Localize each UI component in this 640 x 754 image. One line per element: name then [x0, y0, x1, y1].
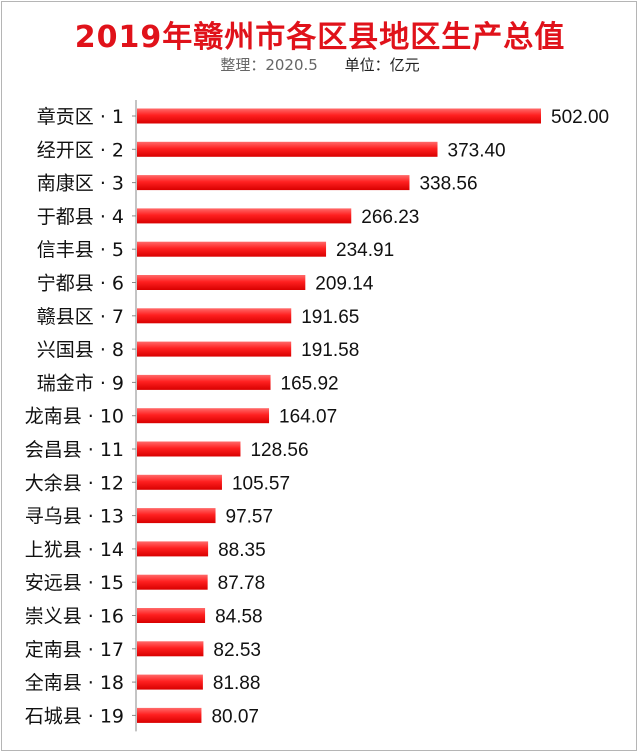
category-label: 赣县区 · 7 — [37, 306, 124, 328]
bar — [137, 541, 209, 557]
category-label: 崇义县 · 16 — [25, 606, 124, 628]
value-label: 234.91 — [336, 240, 394, 261]
category-label: 全南县 · 18 — [25, 672, 124, 694]
value-label: 338.56 — [419, 174, 477, 195]
bar — [137, 608, 206, 623]
category-label: 龙南县 · 10 — [25, 406, 124, 428]
value-label: 82.53 — [213, 640, 261, 661]
value-label: 88.35 — [218, 540, 266, 561]
category-label: 兴国县 · 8 — [37, 339, 124, 361]
value-label: 97.57 — [226, 507, 274, 528]
bar — [137, 508, 216, 524]
value-label: 105.57 — [232, 473, 290, 494]
category-label: 上犹县 · 14 — [25, 539, 124, 561]
bar — [137, 707, 202, 723]
bar — [137, 108, 541, 124]
chart-title: 2019年赣州市各区县地区生产总值 — [74, 20, 566, 55]
bar — [137, 208, 352, 224]
bar — [137, 408, 270, 424]
bar — [137, 141, 438, 157]
category-label: 安远县 · 15 — [25, 572, 124, 594]
value-label: 164.07 — [279, 407, 337, 428]
bar — [137, 574, 208, 590]
category-label: 定南县 · 17 — [25, 639, 124, 661]
category-label: 会昌县 · 11 — [25, 439, 124, 461]
bar — [137, 441, 241, 457]
bar — [137, 308, 292, 324]
category-label: 经开区 · 2 — [37, 139, 124, 161]
unit-label: 单位：亿元 — [344, 56, 420, 74]
category-label: 章贡区 · 1 — [37, 106, 124, 128]
value-label: 502.00 — [551, 107, 609, 128]
category-label: 信丰县 · 5 — [37, 239, 124, 261]
bar — [137, 241, 327, 257]
compile-date-note: 整理：2020.5 — [220, 56, 318, 74]
category-label: 瑞金市 · 9 — [37, 372, 124, 394]
bar — [137, 641, 204, 657]
bar — [137, 341, 292, 357]
category-label: 于都县 · 4 — [37, 206, 124, 228]
bar — [137, 374, 271, 390]
chart-subtitle: 整理：2020.5 单位：亿元 — [0, 54, 640, 75]
value-label: 84.58 — [215, 607, 263, 628]
value-label: 81.88 — [213, 673, 261, 694]
bar — [137, 474, 222, 490]
category-label: 石城县 · 19 — [25, 705, 124, 727]
value-label: 209.14 — [315, 274, 374, 295]
value-label: 191.58 — [301, 340, 359, 361]
bar — [137, 674, 203, 690]
category-label: 宁都县 · 6 — [37, 273, 124, 295]
value-label: 80.07 — [211, 706, 259, 727]
category-label: 寻乌县 · 13 — [25, 506, 124, 528]
bar — [137, 175, 410, 191]
value-label: 373.40 — [448, 140, 506, 161]
bar — [137, 275, 306, 290]
value-label: 128.56 — [250, 440, 308, 461]
value-label: 165.92 — [281, 373, 339, 394]
value-label: 87.78 — [218, 573, 266, 594]
value-label: 266.23 — [361, 207, 419, 228]
value-label: 191.65 — [301, 307, 359, 328]
category-label: 大余县 · 12 — [25, 472, 124, 494]
category-label: 南康区 · 3 — [37, 173, 124, 195]
